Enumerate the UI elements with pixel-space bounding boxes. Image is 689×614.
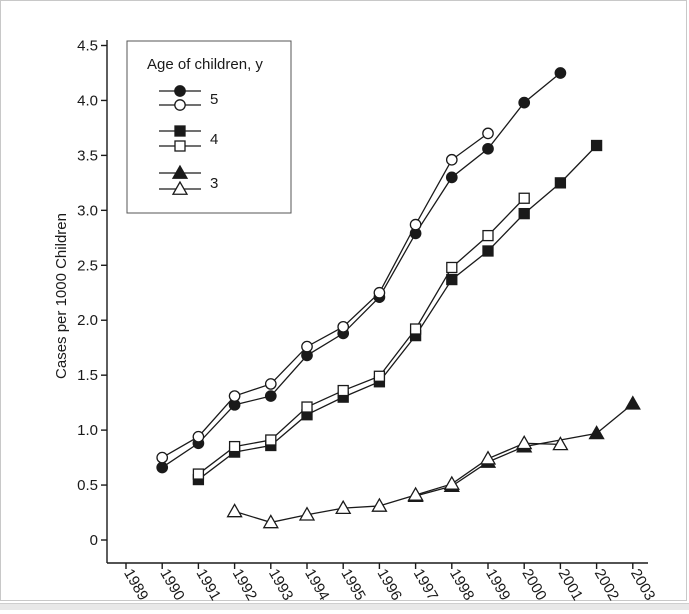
data-point-open-square: [265, 434, 277, 446]
legend-marker-open-circle: [174, 99, 186, 111]
data-point-open-circle: [301, 340, 313, 353]
data-point-open-triangle: [298, 506, 316, 521]
data-point-open-circle: [409, 218, 422, 231]
legend-box: [126, 40, 292, 214]
x-tick-label: 1997: [410, 566, 441, 603]
data-point-open-circle: [264, 378, 277, 390]
y-tick-label: 1.5: [77, 367, 98, 384]
data-point-open-circle: [192, 430, 205, 443]
x-tick-label: 1990: [156, 566, 187, 603]
x-tick-label: 2001: [555, 566, 586, 603]
data-point-open-square: [409, 323, 422, 335]
y-tick-label: 0: [90, 532, 98, 549]
x-tick-label: 1992: [229, 566, 260, 603]
legend-title: Age of children, y: [147, 56, 263, 73]
x-tick-label: 1996: [374, 566, 405, 603]
y-tick-label: 2.5: [77, 257, 98, 274]
data-point-open-circle: [445, 153, 458, 166]
x-tick-label: 1991: [193, 566, 224, 603]
series-line-open-triangle: [234, 442, 561, 524]
y-tick-label: 4.5: [77, 38, 98, 55]
data-point-filled-circle: [445, 171, 458, 184]
data-point-filled-circle: [264, 390, 277, 402]
x-tick-label: 1999: [482, 566, 513, 603]
legend-entry-3: 3: [159, 164, 218, 195]
data-point-filled-circle: [518, 96, 531, 109]
data-point-open-square: [192, 468, 205, 480]
data-point-open-triangle: [516, 434, 533, 450]
data-point-filled-square: [590, 139, 603, 152]
series-line-filled-square: [198, 145, 598, 481]
x-tick-label: 2000: [518, 566, 549, 603]
data-point-open-triangle: [407, 486, 424, 501]
data-point-open-square: [518, 192, 530, 204]
series-open-circle: [156, 127, 494, 464]
series-open-triangle: [226, 434, 569, 529]
data-point-filled-circle: [554, 67, 567, 79]
data-point-filled-square: [554, 177, 567, 189]
y-tick-label: 2.0: [77, 312, 98, 329]
chart-frame: [0, 0, 687, 601]
x-tick-label: 1993: [265, 566, 296, 603]
data-point-filled-square: [446, 273, 458, 286]
data-point-open-triangle: [443, 475, 460, 490]
legend-marker-open-square: [174, 140, 186, 152]
data-point-open-square: [482, 229, 494, 242]
data-point-open-triangle: [226, 503, 243, 518]
data-point-open-square: [373, 370, 386, 382]
data-point-filled-square: [482, 245, 494, 257]
series-line-open-square: [198, 197, 525, 475]
legend-marker-filled-square: [174, 125, 186, 137]
data-point-filled-circle: [156, 461, 169, 474]
legend-marker-filled-triangle: [171, 164, 189, 179]
data-point-filled-triangle: [624, 395, 641, 410]
y-tick-label: 4.0: [77, 92, 98, 109]
legend: Age of children, y 5 4 3: [126, 40, 292, 214]
data-point-open-circle: [482, 127, 494, 140]
y-tick-label: 3.5: [77, 147, 98, 164]
bottom-strip: [0, 603, 689, 610]
data-point-open-square: [228, 440, 241, 453]
series-open-square: [192, 192, 530, 480]
series-line-open-circle: [161, 132, 489, 459]
legend-marker-filled-circle: [174, 85, 186, 97]
data-point-open-circle: [228, 390, 241, 402]
data-point-open-circle: [373, 286, 386, 299]
x-tick-label: 1995: [337, 566, 368, 603]
legend-entry-5: 5: [159, 85, 218, 111]
data-point-open-square: [301, 401, 313, 413]
data-point-filled-triangle: [588, 425, 605, 440]
legend-label: 5: [210, 91, 218, 108]
legend-label: 4: [210, 131, 218, 148]
data-point-open-triangle: [335, 499, 352, 515]
y-tick-label: 3.0: [77, 202, 98, 219]
legend-marker-open-triangle: [171, 180, 189, 195]
series-line-filled-circle: [161, 72, 561, 469]
legend-label: 3: [210, 175, 218, 192]
data-point-open-triangle: [371, 497, 388, 512]
data-point-open-square: [446, 261, 458, 274]
data-point-open-triangle: [262, 514, 279, 529]
y-tick-label: 0.5: [77, 477, 98, 494]
y-axis-title: Cases per 1000 Children: [53, 213, 70, 379]
x-tick-label: 1989: [120, 566, 151, 603]
x-tick-label: 2003: [627, 566, 658, 603]
x-tick-label: 1998: [446, 566, 477, 603]
data-point-open-triangle: [479, 450, 497, 465]
data-point-filled-circle: [482, 142, 494, 155]
data-point-open-circle: [337, 320, 350, 333]
x-tick-label: 2002: [591, 566, 622, 603]
data-point-open-circle: [156, 451, 169, 464]
data-point-filled-square: [518, 207, 530, 220]
y-tick-label: 1.0: [77, 422, 98, 439]
legend-entry-4: 4: [159, 125, 218, 152]
data-point-open-square: [337, 384, 349, 397]
x-tick-label: 1994: [301, 566, 332, 603]
data-point-open-triangle: [552, 436, 569, 451]
series-layer: [156, 67, 641, 529]
